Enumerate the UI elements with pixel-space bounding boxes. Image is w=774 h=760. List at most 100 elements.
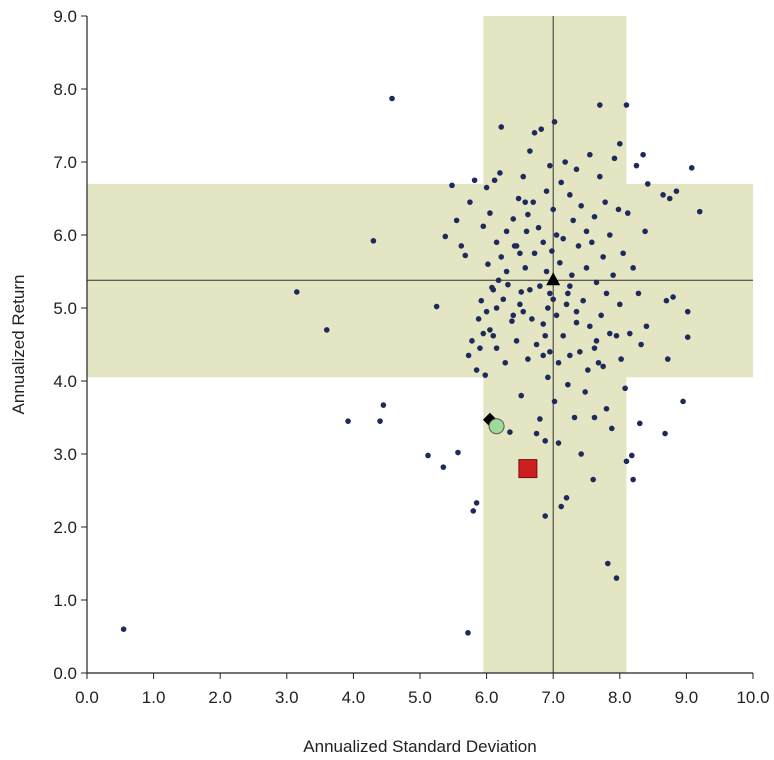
data-point <box>562 159 568 165</box>
data-point <box>490 286 497 293</box>
data-point <box>531 130 538 136</box>
data-point <box>670 294 676 300</box>
data-point <box>664 356 671 362</box>
data-point <box>563 495 570 501</box>
data-point <box>543 188 550 194</box>
data-point <box>587 323 593 330</box>
data-point <box>510 312 517 319</box>
data-point <box>533 430 540 437</box>
data-point <box>563 301 570 308</box>
data-point <box>550 206 556 213</box>
data-point <box>487 210 493 216</box>
data-point <box>553 312 560 319</box>
data-point <box>613 332 620 339</box>
highlight-bands <box>87 16 753 673</box>
data-point <box>636 420 643 427</box>
triangle-marker <box>546 272 561 286</box>
circle-marker <box>488 418 505 435</box>
x-tick-label: 5.0 <box>408 688 432 707</box>
data-point <box>433 303 440 310</box>
y-tick-label: 2.0 <box>53 518 77 537</box>
data-point <box>696 208 703 215</box>
data-point <box>493 239 500 246</box>
y-tick-label: 1.0 <box>53 591 77 610</box>
data-point <box>618 356 624 362</box>
data-point <box>644 181 651 187</box>
data-point <box>610 272 616 278</box>
data-point <box>533 341 540 348</box>
data-point <box>623 458 630 465</box>
data-point <box>370 238 377 244</box>
data-point <box>663 297 670 304</box>
data-point <box>442 233 449 240</box>
data-point <box>530 199 537 205</box>
x-tick-label: 2.0 <box>208 688 232 707</box>
data-point <box>480 223 487 230</box>
y-tick-label: 5.0 <box>53 299 77 318</box>
data-point <box>565 290 571 297</box>
data-point <box>591 345 598 351</box>
data-point <box>660 192 666 198</box>
data-point <box>567 352 573 359</box>
x-tick-label: 3.0 <box>275 688 299 707</box>
data-point <box>623 102 630 108</box>
data-point <box>485 261 491 268</box>
data-point <box>577 349 583 355</box>
data-point <box>595 359 602 366</box>
y-tick-label: 6.0 <box>53 226 77 245</box>
y-tick-label: 0.0 <box>53 664 77 683</box>
data-point <box>684 334 691 341</box>
data-point <box>573 319 580 326</box>
data-point <box>593 279 600 286</box>
data-point <box>569 272 575 278</box>
y-tick-label: 3.0 <box>53 445 77 464</box>
data-point <box>542 513 549 519</box>
data-point <box>520 173 527 180</box>
data-point <box>497 170 503 176</box>
y-axis-title: Annualized Return <box>9 275 28 415</box>
data-point <box>517 250 523 257</box>
data-point <box>688 165 695 171</box>
data-point <box>503 228 510 235</box>
data-point <box>585 367 591 373</box>
reference-lines <box>87 16 753 673</box>
data-point <box>525 356 531 362</box>
data-point <box>551 119 558 125</box>
data-point <box>587 151 593 158</box>
data-point <box>522 265 529 271</box>
data-point <box>478 297 485 304</box>
data-point <box>613 575 620 581</box>
y-tick-label: 4.0 <box>53 372 77 391</box>
data-point <box>545 374 551 381</box>
data-point <box>538 126 545 132</box>
data-point <box>498 254 505 260</box>
x-tick-label: 7.0 <box>541 688 565 707</box>
data-point <box>630 265 636 271</box>
data-point <box>684 308 691 315</box>
data-point <box>490 332 497 339</box>
data-point <box>537 283 543 289</box>
data-point <box>617 140 623 147</box>
axes: 0.0 1.0 2.0 3.0 4.0 5.0 6.0 7.0 8.0 9.0 10.0 0.0 1.0… <box>53 7 769 707</box>
data-point <box>607 232 613 238</box>
data-point <box>560 235 566 242</box>
data-point <box>495 277 502 284</box>
data-point <box>550 296 556 303</box>
data-point <box>591 414 598 421</box>
x-tick-label: 8.0 <box>608 688 632 707</box>
data-point <box>597 102 603 108</box>
data-point <box>573 166 580 173</box>
data-point <box>507 429 513 435</box>
data-point <box>531 250 538 257</box>
x-tick-label: 6.0 <box>475 688 499 707</box>
data-point <box>575 243 582 249</box>
data-point <box>527 148 533 154</box>
data-point <box>440 464 447 470</box>
data-point <box>630 476 636 483</box>
data-point <box>535 224 542 231</box>
data-point <box>480 330 487 337</box>
data-point <box>560 332 566 339</box>
square-marker <box>518 459 538 479</box>
data-point <box>593 338 600 344</box>
